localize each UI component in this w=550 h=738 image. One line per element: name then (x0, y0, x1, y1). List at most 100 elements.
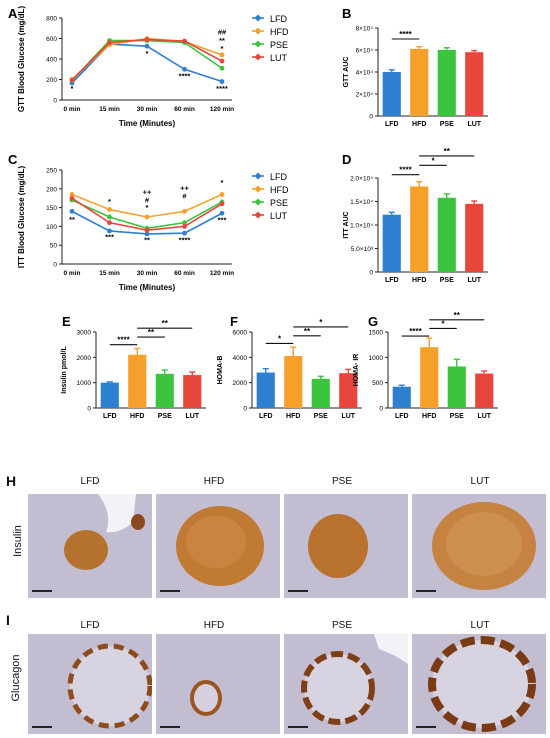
ytick-A-0: 0 (53, 98, 57, 105)
xtick-A-1: 15 min (99, 106, 120, 113)
point-C-LFD-1 (107, 228, 112, 234)
point-C-LFD-3 (182, 230, 187, 236)
col-label-H-LUT: LUT (470, 476, 490, 487)
bar-D-HFD (410, 186, 429, 272)
point-A-LFD-4 (219, 79, 225, 84)
ytick-E-0: 0 (87, 406, 91, 413)
legend-C-LUT: LUT (270, 211, 288, 221)
glucagon-image-pse (284, 634, 408, 734)
ytick-A-2: 400 (46, 57, 57, 64)
point-C-LUT-3 (182, 224, 187, 229)
bar-G-LUT (475, 373, 494, 408)
annot-C-8: # (182, 192, 187, 201)
bar-B-LFD (382, 72, 401, 116)
ylabel-A: GTT Blood Glucose (mg/dL) (17, 6, 26, 113)
legend-C: LFD HFD PSE LUT (270, 172, 289, 221)
ytick-C-1: 50 (50, 243, 58, 250)
xtick-G-0: LFD (395, 413, 409, 420)
annot-C-2: *** (105, 233, 114, 242)
annot-C-1: * (108, 197, 111, 206)
xlabel-A: Time (Minutes) (119, 119, 176, 128)
bracket-label-F-2: * (319, 318, 323, 327)
chart-E: 0 1000 2000 3000 Insulin pmol/L LFD HFD PSE LUT *… (61, 319, 206, 420)
ytick-F-1: 2000 (233, 380, 248, 387)
figure-charts: 0 200 400 600 800 GTT Blood Glucose (mg/dL) 0 … (8, 6, 498, 420)
point-A-LFD-2 (144, 43, 150, 49)
point-C-LUT-0 (69, 195, 75, 201)
ytick-D-3: 1.5×10⁴ (350, 199, 373, 206)
annot-C-5: * (146, 203, 149, 212)
ytick-B-3: 6×10⁴ (356, 48, 374, 55)
panel-label-C: C (8, 152, 18, 167)
annot-C-0: ** (69, 215, 75, 224)
chart-D: 0 5.0×10³ 1.0×10⁴ 1.5×10⁴ 2.0×10⁴ ITT AUC LFD H… (343, 147, 488, 284)
col-label-I-LFD: LFD (80, 620, 100, 631)
bracket-label-B-0: **** (399, 30, 412, 39)
insulin-image-pse (284, 494, 408, 598)
legend-marker-HFD (254, 185, 262, 193)
ytick-A-3: 600 (46, 36, 57, 43)
bracket-label-E-1: ** (148, 328, 155, 337)
chart-B: 0 2×10⁴ 4×10⁴ 6×10⁴ 8×10⁴ GTT AUC LFD HFD PSE LUT… (343, 26, 488, 128)
xtick-D-2: PSE (440, 277, 454, 284)
legend-marker-PSE (254, 198, 262, 206)
xtick-D-3: LUT (467, 277, 481, 284)
xtick-D-1: HFD (412, 277, 426, 284)
point-A-LUT-3 (182, 38, 187, 44)
legend-C-PSE: PSE (270, 198, 288, 208)
bar-E-LUT (183, 375, 202, 408)
point-A-LUT-0 (69, 77, 75, 83)
annot-A-1: * (146, 49, 149, 58)
xtick-D-0: LFD (385, 277, 399, 284)
insulin-image-lut (412, 494, 546, 598)
bracket-label-D-2: ** (444, 147, 451, 156)
xtick-G-1: HFD (422, 413, 436, 420)
point-C-HFD-1 (107, 207, 112, 212)
xtick-E-3: LUT (185, 413, 199, 420)
ylabel-G: HOMA- IR (353, 354, 360, 387)
point-C-PSE-1 (107, 214, 112, 220)
row-label-insulin: Insulin (12, 525, 24, 557)
point-C-LFD-2 (144, 231, 150, 237)
point-C-PSE-3 (182, 220, 187, 226)
xtick-F-3: LUT (341, 413, 355, 420)
legend-A-LUT: LUT (270, 53, 288, 63)
xtick-B-1: HFD (412, 121, 426, 128)
ytick-G-1: 500 (372, 380, 383, 387)
point-C-HFD-2 (144, 214, 150, 220)
ytick-B-0: 0 (369, 114, 373, 121)
annot-C-10: * (221, 178, 224, 187)
bar-F-PSE (311, 378, 330, 408)
ytick-D-4: 2.0×10⁴ (350, 176, 373, 183)
xtick-F-2: PSE (314, 413, 328, 420)
col-label-I-HFD: HFD (203, 620, 225, 631)
bar-G-LFD (392, 386, 411, 408)
col-label-H-HFD: HFD (203, 476, 225, 487)
panel-label-I: I (6, 612, 10, 628)
xtick-E-1: HFD (130, 413, 144, 420)
annot-C-4: # (145, 196, 150, 205)
ytick-C-3: 150 (46, 205, 57, 212)
point-C-LFD-4 (219, 210, 225, 216)
ytick-D-2: 1.0×10⁴ (350, 223, 373, 230)
glucagon-image-lut (412, 634, 546, 734)
xtick-F-1: HFD (286, 413, 300, 420)
annot-C-3: ++ (143, 187, 152, 196)
ytick-G-3: 1500 (369, 330, 384, 337)
bar-D-PSE (437, 197, 456, 272)
point-C-HFD-4 (219, 192, 225, 197)
bar-E-HFD (128, 354, 147, 408)
bar-E-LFD (100, 382, 119, 408)
annot-C-9: **** (179, 236, 191, 245)
ytick-B-4: 8×10⁴ (356, 26, 374, 33)
legend-A: LFD HFD PSE LUT (270, 14, 289, 63)
ytick-A-1: 200 (46, 77, 57, 84)
bracket-label-F-1: ** (304, 327, 311, 336)
glucagon-image-lfd (28, 634, 152, 734)
xtick-G-3: LUT (477, 413, 491, 420)
legend-A-PSE: PSE (270, 40, 288, 50)
chart-C: 0 50 100 150 200 250 ITT Blood Glucose (mg/dL)… (17, 166, 234, 292)
point-C-LUT-1 (107, 220, 112, 226)
ytick-D-1: 5.0×10³ (351, 246, 374, 253)
